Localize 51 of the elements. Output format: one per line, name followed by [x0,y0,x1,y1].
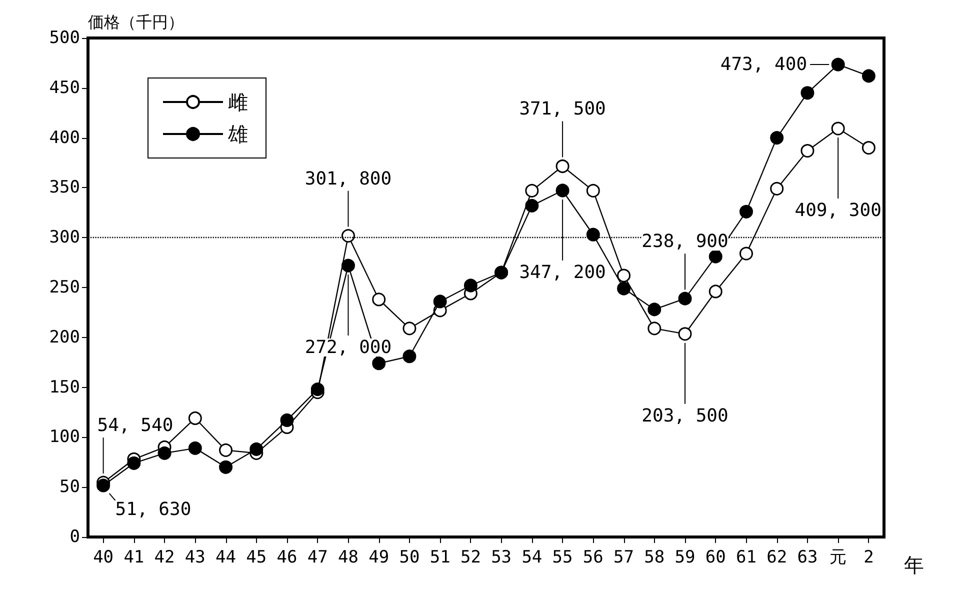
y-axis-title: 価格（千円） [88,12,184,32]
x-tick-label: 56 [582,548,604,568]
x-tick-label: 42 [154,548,175,568]
x-tick-label: 41 [124,548,144,568]
y-tick-label: 50 [60,477,80,498]
annotation: 347, 200 [519,262,606,283]
x-tick-label: 48 [338,548,358,568]
annotation: 301, 800 [304,168,392,190]
annotation: 203, 500 [642,405,728,426]
x-tick-label: 62 [766,548,788,568]
x-tick-label: 53 [491,548,512,568]
y-tick-label: 500 [49,28,80,48]
x-tick-label: 2 [864,548,874,568]
legend-label: 雌 [228,90,248,114]
annotation: 409, 300 [794,200,882,222]
x-tick-label: 49 [368,548,390,568]
x-tick-label: 元 [830,548,847,568]
x-tick-label: 43 [184,548,206,568]
x-tick-label: 54 [522,548,542,568]
y-tick-label: 350 [49,178,80,198]
annotation: 238, 900 [642,231,728,252]
x-tick-label: 61 [736,548,756,568]
x-tick-label: 40 [93,548,114,568]
annotation: 473, 400 [720,54,808,76]
x-tick-label: 45 [246,548,267,568]
x-tick-label: 47 [307,548,328,568]
annotation: 51, 630 [115,498,192,520]
x-tick-label: 51 [430,548,450,568]
x-axis-title: 年 [904,553,924,577]
x-tick-label: 46 [276,548,298,568]
x-tick-label: 50 [399,548,420,568]
x-tick-label: 55 [552,548,573,568]
y-tick-label: 400 [49,128,80,148]
y-tick-label: 150 [49,377,80,398]
x-tick-label: 57 [614,548,634,568]
y-tick-label: 200 [49,327,80,348]
x-tick-label: 60 [705,548,726,568]
y-tick-label: 100 [49,427,80,448]
y-tick-label: 0 [70,527,80,547]
x-tick-label: 52 [460,548,481,568]
y-tick-label: 300 [49,228,80,248]
y-tick-label: 450 [49,78,80,98]
x-tick-label: 59 [674,548,696,568]
legend-label: 雄 [227,122,248,146]
x-tick-label: 58 [644,548,665,568]
x-tick-label: 63 [797,548,818,568]
annotation: 272, 000 [304,337,392,358]
annotation: 54, 540 [97,415,174,436]
annotation: 371, 500 [519,98,606,120]
x-tick-label: 44 [216,548,236,568]
y-tick-label: 250 [49,278,80,298]
